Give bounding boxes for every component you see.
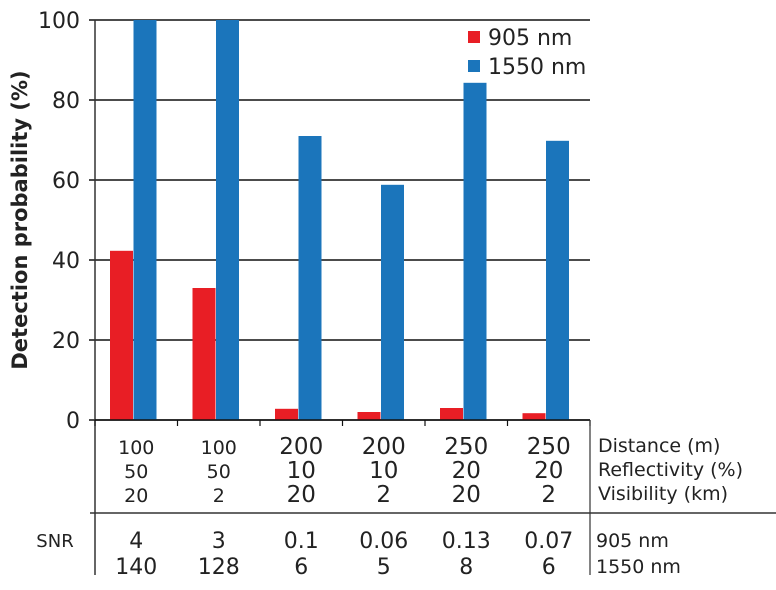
bar-905	[275, 408, 298, 420]
category-reflectivity: 20	[452, 458, 481, 484]
category-reflectivity: 50	[124, 461, 148, 483]
bar-1550	[463, 82, 487, 421]
snr-value: 0.06	[359, 529, 408, 554]
bar-905	[110, 250, 133, 420]
row-label-reflectivity: Reflectivity (%)	[598, 459, 743, 481]
bar-1550	[298, 136, 322, 420]
snr-value: 0.07	[524, 529, 573, 554]
category-visibility: 20	[287, 482, 316, 508]
category-reflectivity: 10	[287, 458, 316, 484]
category-reflectivity: 10	[369, 458, 398, 484]
legend-swatch	[468, 31, 480, 43]
snr-value: 128	[198, 555, 240, 580]
bar-1550	[546, 140, 569, 421]
y-tick-label: 40	[52, 249, 80, 274]
snr-value: 6	[294, 555, 308, 580]
category-reflectivity: 20	[534, 458, 563, 484]
category-visibility: 2	[213, 485, 225, 507]
bar-1550	[216, 20, 239, 420]
row-label-visibility: Visibility (km)	[598, 483, 728, 505]
snr-value: 8	[459, 555, 473, 580]
category-visibility: 2	[541, 482, 556, 508]
snr-row-label: 905 nm	[596, 530, 669, 552]
snr-row-label: 1550 nm	[596, 556, 681, 578]
category-distance: 100	[201, 437, 237, 459]
y-tick-label: 100	[38, 9, 80, 34]
row-label-distance: Distance (m)	[598, 435, 720, 457]
category-distance: 250	[527, 434, 571, 460]
snr-value: 140	[115, 555, 157, 580]
y-tick-label: 0	[66, 409, 80, 434]
snr-label: SNR	[36, 531, 73, 552]
legend-swatch	[468, 60, 480, 72]
category-distance: 200	[362, 434, 406, 460]
snr-value: 0.13	[442, 529, 491, 554]
bar-905	[357, 412, 381, 420]
snr-value: 6	[542, 555, 556, 580]
category-visibility: 20	[124, 485, 148, 507]
bar-1550	[381, 184, 404, 420]
y-tick-label: 80	[52, 89, 80, 114]
snr-value: 0.1	[284, 529, 319, 554]
category-distance: 200	[279, 434, 323, 460]
category-reflectivity: 50	[207, 461, 231, 483]
snr-value: 5	[377, 555, 391, 580]
legend-label: 905 nm	[488, 26, 572, 51]
bar-905	[522, 413, 546, 420]
snr-value: 4	[129, 529, 143, 554]
y-tick-label: 60	[52, 169, 80, 194]
bar-905	[440, 408, 463, 420]
category-visibility: 2	[376, 482, 391, 508]
bar-905	[192, 288, 216, 420]
y-axis-title: Detection probability (%)	[8, 70, 32, 369]
y-tick-label: 20	[52, 329, 80, 354]
category-distance: 100	[118, 437, 154, 459]
category-distance: 250	[444, 434, 488, 460]
legend-label: 1550 nm	[488, 55, 586, 80]
snr-value: 3	[212, 529, 226, 554]
bar-1550	[133, 20, 157, 420]
category-visibility: 20	[452, 482, 481, 508]
